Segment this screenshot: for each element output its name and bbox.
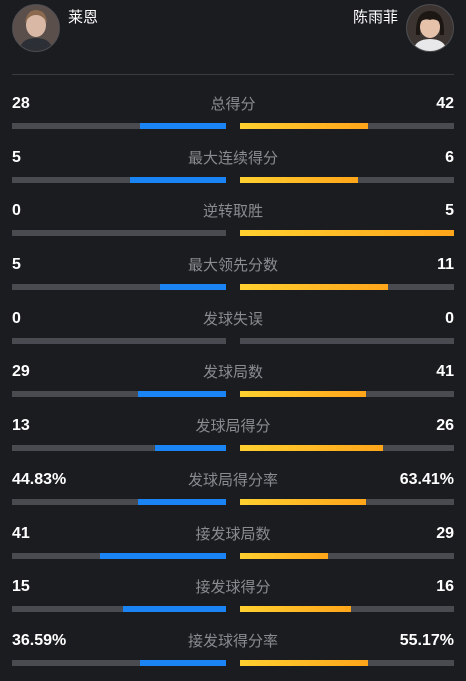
avatar-left-player[interactable] (12, 4, 60, 52)
stat-right-bar (240, 498, 454, 505)
stat-left-value: 15 (12, 578, 30, 596)
stat-label: 总得分 (210, 95, 256, 113)
stat-right-bar (240, 284, 454, 291)
stat-label: 接发球得分 (195, 578, 271, 597)
stat-right-bar-fill (240, 552, 328, 559)
stat-right-bar (240, 176, 454, 183)
stat-row: 28 总得分 42 (12, 75, 454, 129)
stat-right-bar-fill (240, 391, 367, 398)
stat-right-value: 0 (445, 309, 454, 327)
stat-label: 最大连续得分 (187, 148, 278, 167)
stat-right-bar-fill (240, 498, 367, 505)
stat-left-bar-fill (129, 176, 226, 183)
stat-right-bar (240, 606, 454, 613)
stat-right-bar (240, 659, 454, 666)
stat-right-value: 16 (436, 578, 454, 596)
left-player-name: 莱恩 (68, 8, 99, 26)
stat-left-bar (12, 176, 226, 183)
stat-right-bar-fill (240, 659, 369, 666)
stat-right-bar (240, 337, 454, 344)
stat-right-bar (240, 123, 454, 129)
stat-right-bar (240, 391, 454, 398)
stat-right-value: 6 (445, 148, 454, 166)
stat-right-value: 11 (437, 256, 454, 274)
stat-row: 5 最大连续得分 6 (12, 129, 454, 183)
stat-label: 接发球得分率 (187, 631, 278, 650)
stat-left-bar-fill (140, 659, 226, 666)
avatar-right-player[interactable] (406, 4, 454, 52)
stat-left-value: 29 (12, 363, 30, 381)
stat-left-bar-fill (140, 123, 226, 129)
stat-label: 发球局得分率 (187, 470, 278, 489)
stat-left-bar (12, 498, 226, 505)
stat-left-value: 5 (12, 256, 21, 274)
stat-left-bar (12, 284, 226, 291)
stat-left-bar-fill (99, 552, 226, 559)
stat-right-bar-fill (240, 176, 358, 183)
stat-left-value: 36.59% (12, 631, 67, 649)
stat-label: 最大领先分数 (187, 256, 278, 275)
stat-left-bar (12, 445, 226, 452)
stat-left-value: 28 (12, 95, 30, 112)
stat-right-bar-fill (240, 230, 454, 237)
stat-left-value: 41 (12, 524, 30, 542)
stat-left-bar (12, 552, 226, 559)
stat-left-value: 0 (12, 309, 21, 327)
stat-label: 发球局数 (202, 363, 263, 382)
stat-left-bar-fill (159, 284, 226, 291)
stat-left-bar (12, 337, 226, 344)
stat-left-bar-fill (123, 606, 226, 613)
stat-right-value: 26 (436, 417, 454, 435)
stat-row: 36.59% 接发球得分率 55.17% (12, 612, 454, 666)
stat-label: 逆转取胜 (202, 202, 263, 221)
stat-left-bar (12, 391, 226, 398)
stat-label: 发球失误 (202, 309, 263, 328)
stat-right-bar (240, 445, 454, 452)
right-player-name: 陈雨菲 (352, 8, 398, 26)
stat-left-bar (12, 123, 226, 129)
stat-row: 15 接发球得分 16 (12, 558, 454, 613)
stat-row: 5 最大领先分数 11 (12, 236, 454, 291)
stat-row: 41 接发球局数 29 (12, 505, 454, 559)
stat-right-value: 55.17% (399, 631, 454, 649)
stat-right-value: 63.41% (399, 470, 454, 488)
stat-right-value: 29 (436, 524, 454, 542)
stat-left-bar-fill (155, 445, 226, 452)
stat-row: 0 逆转取胜 5 (12, 182, 454, 237)
stat-right-bar-fill (240, 606, 352, 613)
stat-row: 29 发球局数 41 (12, 343, 454, 398)
stat-right-value: 42 (436, 95, 454, 112)
player-photo-icon (407, 5, 453, 51)
stat-label: 发球局得分 (195, 417, 271, 436)
stat-left-bar (12, 230, 226, 237)
stat-left-bar (12, 606, 226, 613)
stat-row: 13 发球局得分 26 (12, 397, 454, 452)
stat-right-value: 41 (436, 363, 454, 381)
stat-right-bar-fill (240, 445, 384, 452)
stat-left-bar-fill (138, 498, 226, 505)
stat-right-bar-fill (240, 123, 369, 129)
stat-left-bar-fill (138, 391, 226, 398)
stat-left-value: 5 (12, 148, 21, 166)
stat-left-value: 0 (12, 202, 21, 220)
stat-right-bar-fill (240, 284, 388, 291)
player-photo-icon (13, 5, 59, 51)
stat-label: 接发球局数 (195, 524, 271, 543)
player-header: 莱恩 陈雨菲 (12, 0, 454, 75)
stat-left-bar (12, 659, 226, 666)
stat-row: 44.83% 发球局得分率 63.41% (12, 451, 454, 505)
stats-list: 28 总得分 42 5 最大连续得分 6 0 逆转取胜 5 5 最大领先分数 11 0 发球失误 0 29 发球… (12, 75, 454, 666)
stat-left-value: 13 (12, 417, 30, 435)
stat-right-bar (240, 230, 454, 237)
stat-row: 0 发球失误 0 (12, 290, 454, 344)
stat-left-value: 44.83% (12, 470, 67, 488)
stat-right-value: 5 (445, 202, 454, 220)
stat-right-bar (240, 552, 454, 559)
